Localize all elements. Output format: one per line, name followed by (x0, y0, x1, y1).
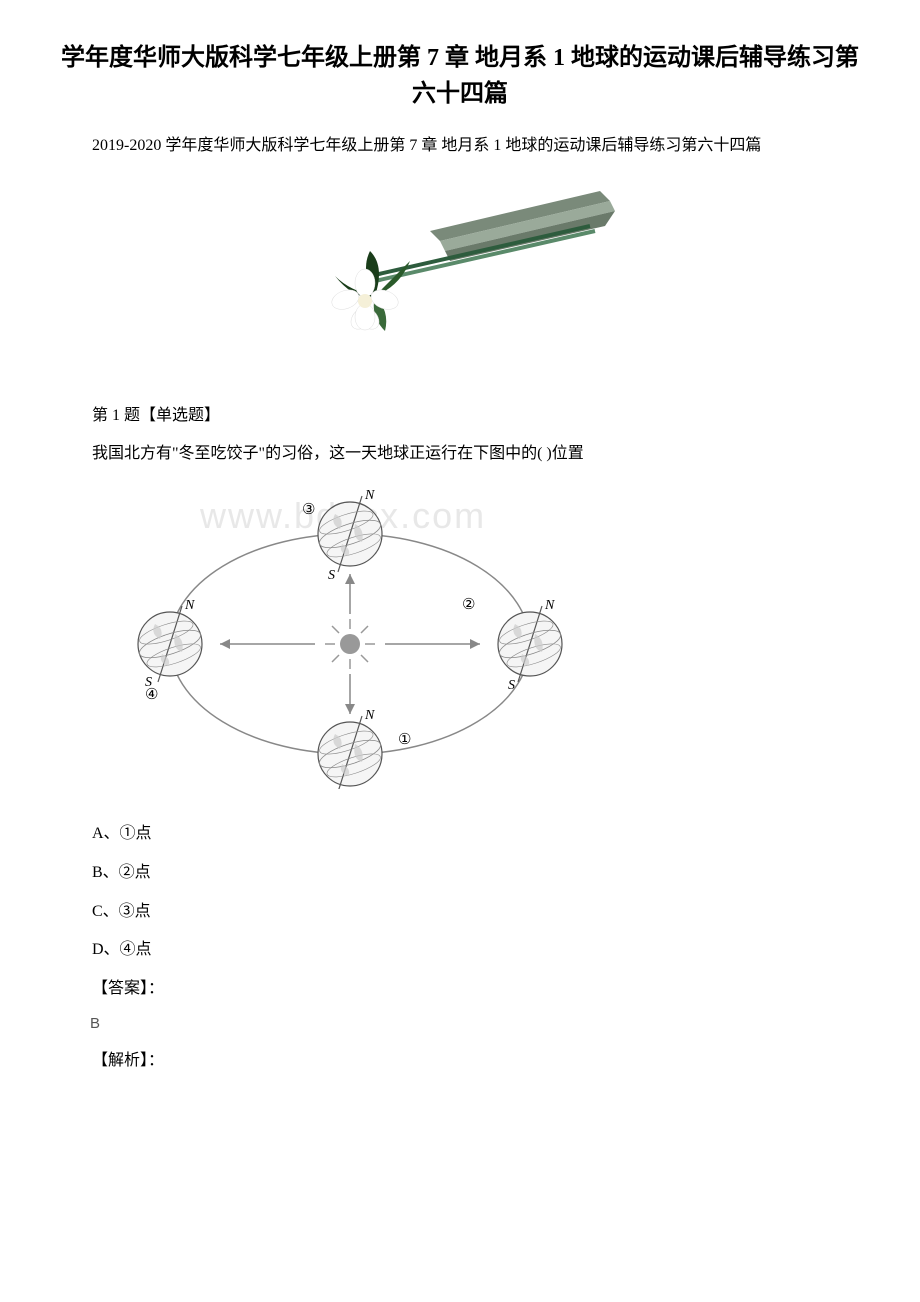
svg-text:S: S (508, 678, 515, 693)
answer-label: 【答案】： (60, 975, 860, 1004)
svg-text:S: S (328, 568, 335, 583)
svg-text:②: ② (462, 597, 475, 613)
svg-text:①: ① (398, 732, 411, 748)
svg-text:N: N (184, 598, 195, 613)
svg-text:S: S (328, 788, 335, 789)
option-d: D、④点 (60, 936, 860, 965)
option-c: C、③点 (60, 898, 860, 927)
answer-value: B (60, 1010, 860, 1037)
question-1-header: 第 1 题【单选题】 (60, 402, 860, 431)
earth-orbit-diagram: www.bdocx.com (120, 479, 860, 800)
svg-text:N: N (544, 598, 555, 613)
svg-text:N: N (364, 708, 375, 723)
svg-text:③: ③ (302, 502, 315, 518)
option-a: A、①点 (60, 820, 860, 849)
decorative-image (60, 181, 860, 372)
svg-text:④: ④ (145, 687, 158, 703)
option-b: B、②点 (60, 859, 860, 888)
document-subtitle: 2019-2020 学年度华师大版科学七年级上册第 7 章 地月系 1 地球的运… (60, 132, 860, 161)
svg-text:N: N (364, 488, 375, 503)
analysis-label: 【解析】： (60, 1047, 860, 1076)
document-title: 学年度华师大版科学七年级上册第 7 章 地月系 1 地球的运动课后辅导练习第六十… (60, 40, 860, 112)
question-1-text: 我国北方有"冬至吃饺子"的习俗，这一天地球正运行在下图中的( )位置 (60, 440, 860, 469)
